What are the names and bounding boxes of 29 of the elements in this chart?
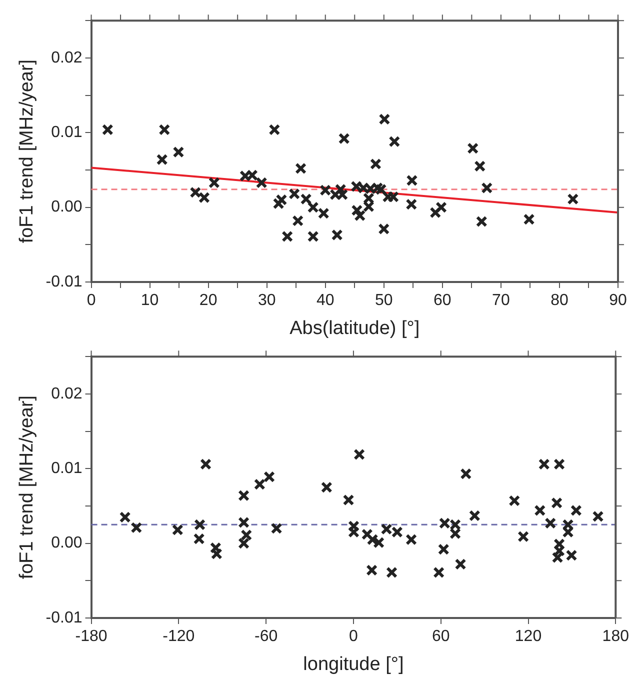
y-tick-label: 0.00 — [51, 198, 82, 216]
x-tick-label: 40 — [316, 292, 334, 310]
y-axis-title: foF1 trend [MHz/year] — [16, 395, 38, 580]
y-axis-title: foF1 trend [MHz/year] — [16, 59, 38, 244]
y-tick-label: 0.01 — [51, 460, 82, 478]
x-tick-label: 80 — [550, 292, 568, 310]
y-tick-label: 0.01 — [51, 124, 82, 142]
y-tick-label: 0.02 — [51, 49, 82, 66]
x-tick-label: 70 — [492, 292, 510, 310]
x-tick-label: 120 — [514, 628, 542, 646]
x-tick-label: 180 — [602, 628, 630, 646]
y-tick-label: 0.00 — [51, 534, 82, 552]
x-tick-label: 90 — [609, 292, 627, 310]
x-axis-title: longitude [°] — [303, 654, 404, 675]
x-tick-label: -60 — [254, 628, 278, 646]
x-tick-label: -120 — [162, 628, 195, 646]
x-tick-label: 30 — [258, 292, 276, 310]
x-tick-label: 10 — [140, 292, 159, 310]
x-tick-label: 0 — [349, 628, 358, 646]
x-tick-label: 0 — [86, 292, 96, 310]
y-tick-label: -0.01 — [46, 609, 82, 626]
x-tick-label: 60 — [434, 292, 452, 310]
x-tick-label: -180 — [75, 628, 108, 646]
y-tick-label: -0.01 — [46, 273, 82, 290]
y-tick-label: 0.02 — [51, 385, 82, 402]
x-tick-label: 60 — [432, 628, 450, 646]
x-tick-label: 20 — [199, 292, 218, 310]
x-axis-title: Abs(latitude) [°] — [290, 318, 420, 339]
x-tick-label: 50 — [375, 292, 393, 310]
